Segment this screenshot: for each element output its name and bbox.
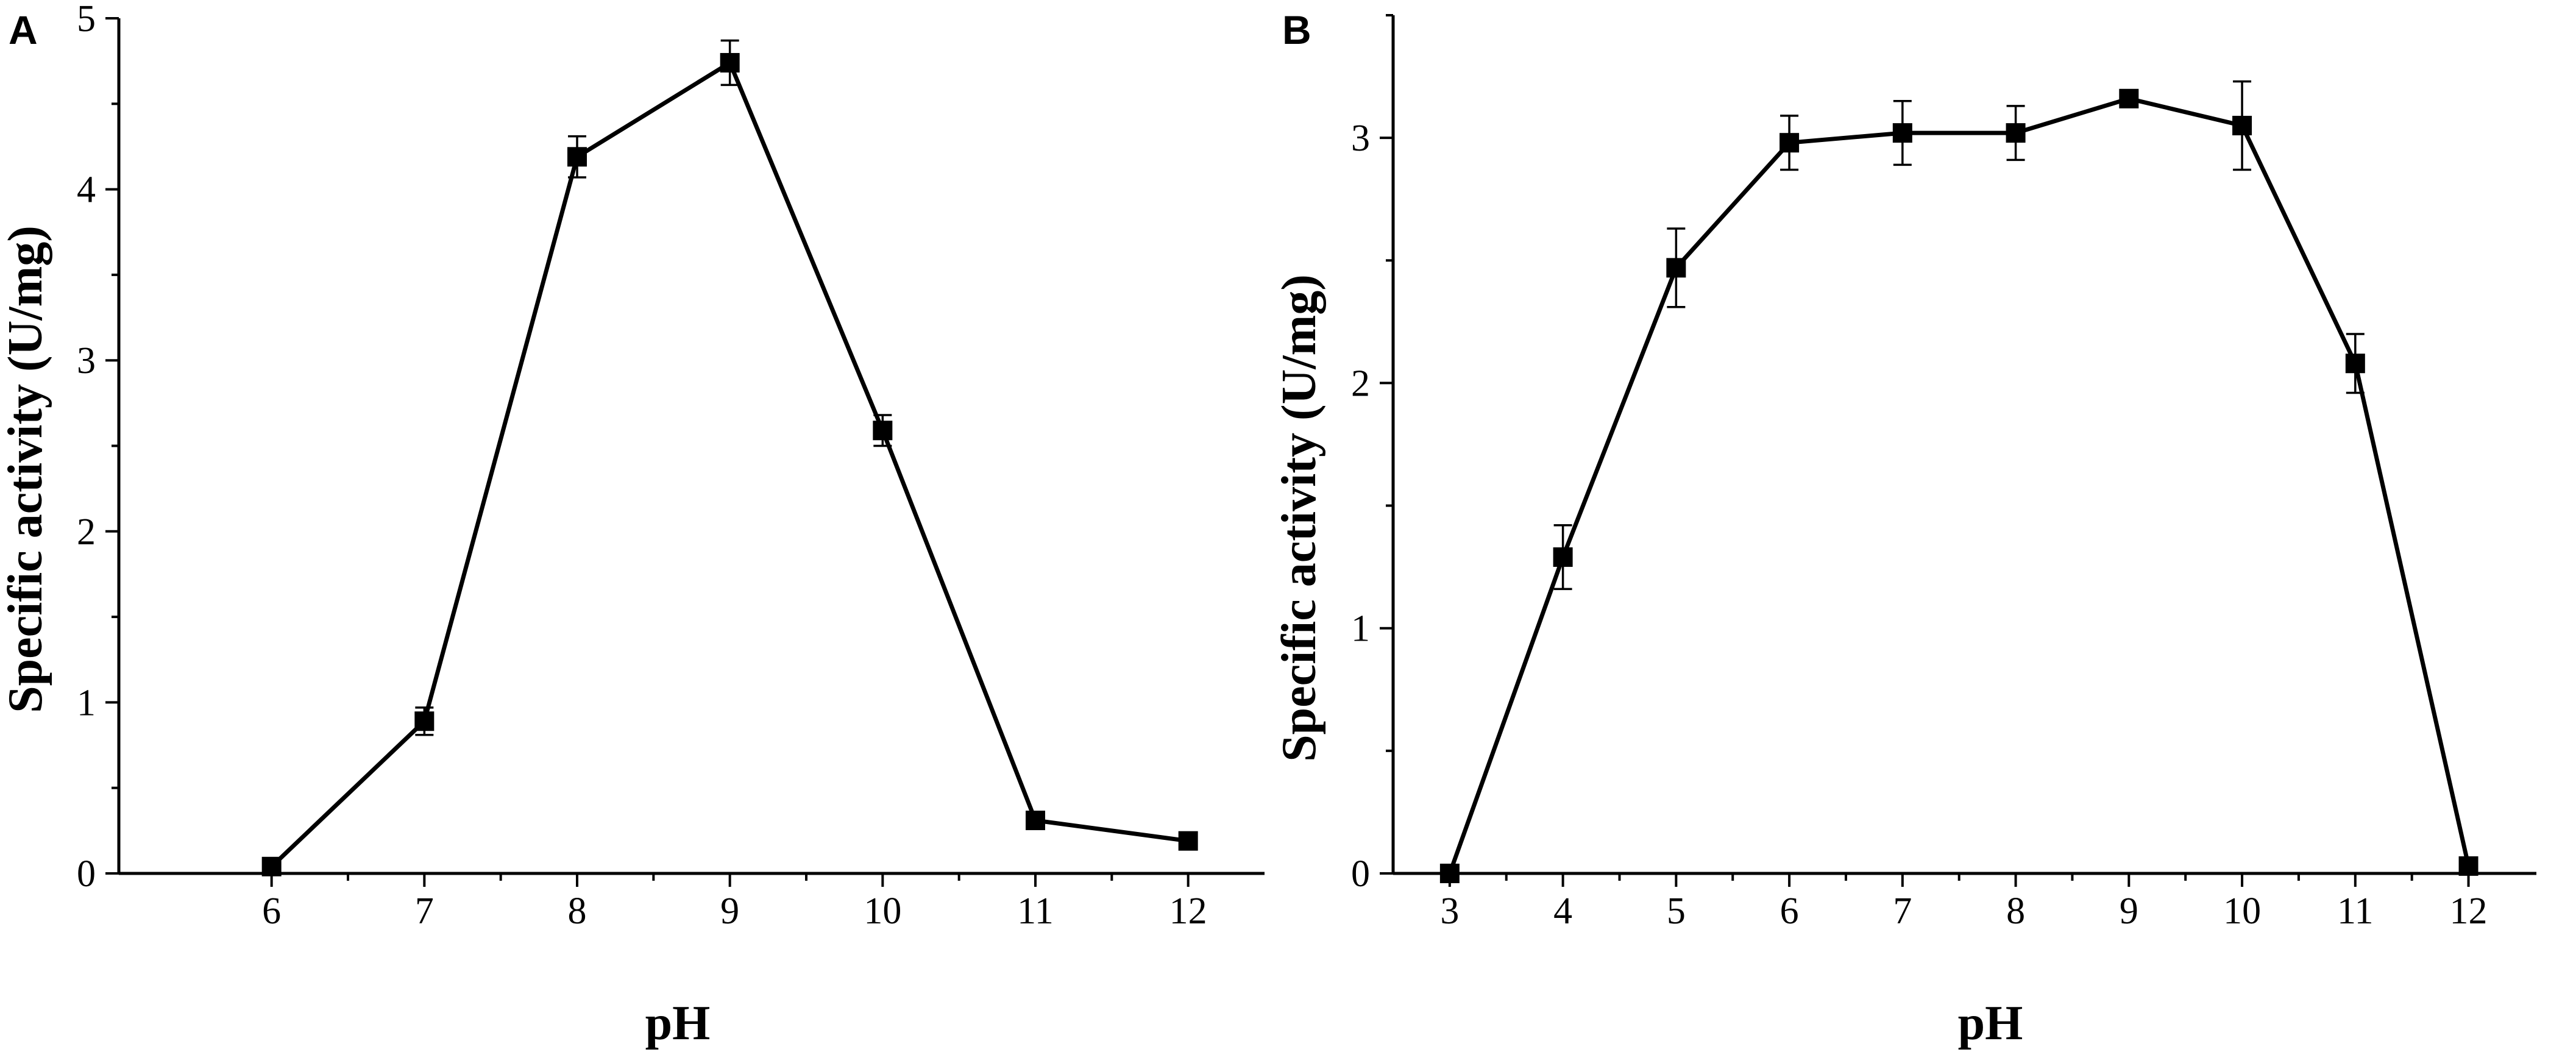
panel-b-data-point [2119, 88, 2139, 108]
panel-b-x-tick-label: 8 [2006, 890, 2025, 932]
panel-a-data-point [1178, 831, 1198, 851]
panel-b-y-tick-label: 2 [1351, 363, 1370, 404]
panel-b-data-point [2458, 856, 2478, 876]
panel-b-error-bars [1553, 80, 2365, 591]
panel-a-x-tick-label: 8 [568, 890, 587, 932]
panel-a-data-point [567, 147, 587, 167]
panel-a-data-point [261, 856, 282, 876]
panel-a-series-line [270, 60, 1189, 869]
panel-a-y-tick-label: 4 [77, 169, 96, 211]
panel-a-data-point [1026, 811, 1045, 831]
panel-a-y-tick-label: 1 [77, 682, 96, 723]
panel-b-data-line [1447, 96, 2471, 875]
panel-a-x-axis-title: pH [645, 997, 711, 1050]
panel-a-data-line [270, 60, 1189, 869]
panel-b-letter: B [1282, 7, 1311, 52]
panel-b-series-line [1447, 96, 2471, 875]
panel-a-x-tick-label: 12 [1169, 890, 1207, 932]
panel-b-data-point [1666, 258, 1686, 278]
panel-b-y-tick-label: 1 [1351, 608, 1370, 650]
panel-a-data-point [720, 52, 740, 73]
panel-a-x-tick-label: 6 [262, 890, 281, 932]
panel-b-x-tick-label: 3 [1440, 890, 1459, 932]
panel-b-x-tick-label: 7 [1893, 890, 1912, 932]
panel-b-x-tick-label: 5 [1667, 890, 1686, 932]
panel-a-y-axis-title: Specific activity (U/mg) [0, 226, 52, 713]
panel-b-data-point [1892, 123, 1912, 143]
panel-b-data-point [2345, 354, 2365, 374]
panel-b-ticks [1380, 14, 2470, 887]
panel-a-data-point [414, 711, 435, 731]
panel-b-x-tick-label: 6 [1780, 890, 1799, 932]
panel-b-x-tick-label: 10 [2223, 890, 2261, 932]
panel-a-ticks [105, 17, 1190, 887]
panel-b-data-point [2006, 123, 2026, 143]
panel-b-data-point [1439, 864, 1460, 883]
panel-b-x-axis-title: pH [1958, 997, 2023, 1050]
panel-a-axes [117, 18, 1265, 875]
panel-a-x-tick-label: 11 [1017, 890, 1054, 932]
panel-a-error-bars [415, 39, 892, 736]
panel-b-markers [1439, 88, 2478, 883]
panel-a-y-tick-label: 0 [77, 853, 96, 895]
panel-b-data-point [2232, 116, 2252, 136]
panel-b-y-tick-label: 3 [1351, 118, 1370, 159]
panel-b-x-tick-label: 4 [1553, 890, 1572, 932]
panel-a-markers [261, 52, 1198, 876]
panel-b-x-tick-label: 9 [2120, 890, 2138, 932]
panel-a-y-tick-label: 3 [77, 340, 96, 382]
panel-b-axes [1391, 15, 2536, 875]
panel-a-x-tick-label: 7 [415, 890, 434, 932]
panel-a-x-tick-label: 9 [720, 890, 739, 932]
panel-b-data-point [1779, 133, 1800, 153]
panel-b-y-axis-title: Specific activity (U/mg) [1272, 274, 1326, 762]
panel-a-letter: A [9, 7, 38, 52]
panel-b-x-tick-label: 11 [2337, 890, 2374, 932]
panel-a-y-tick-label: 2 [77, 511, 96, 553]
panel-b-y-tick-label: 0 [1351, 853, 1370, 895]
panel-a-data-point [873, 421, 893, 441]
panel-a-y-tick-label: 5 [77, 0, 96, 40]
panel-a-x-tick-label: 10 [864, 890, 901, 932]
panel-b-data-point [1553, 547, 1573, 567]
panel-b-x-tick-label: 12 [2450, 890, 2488, 932]
